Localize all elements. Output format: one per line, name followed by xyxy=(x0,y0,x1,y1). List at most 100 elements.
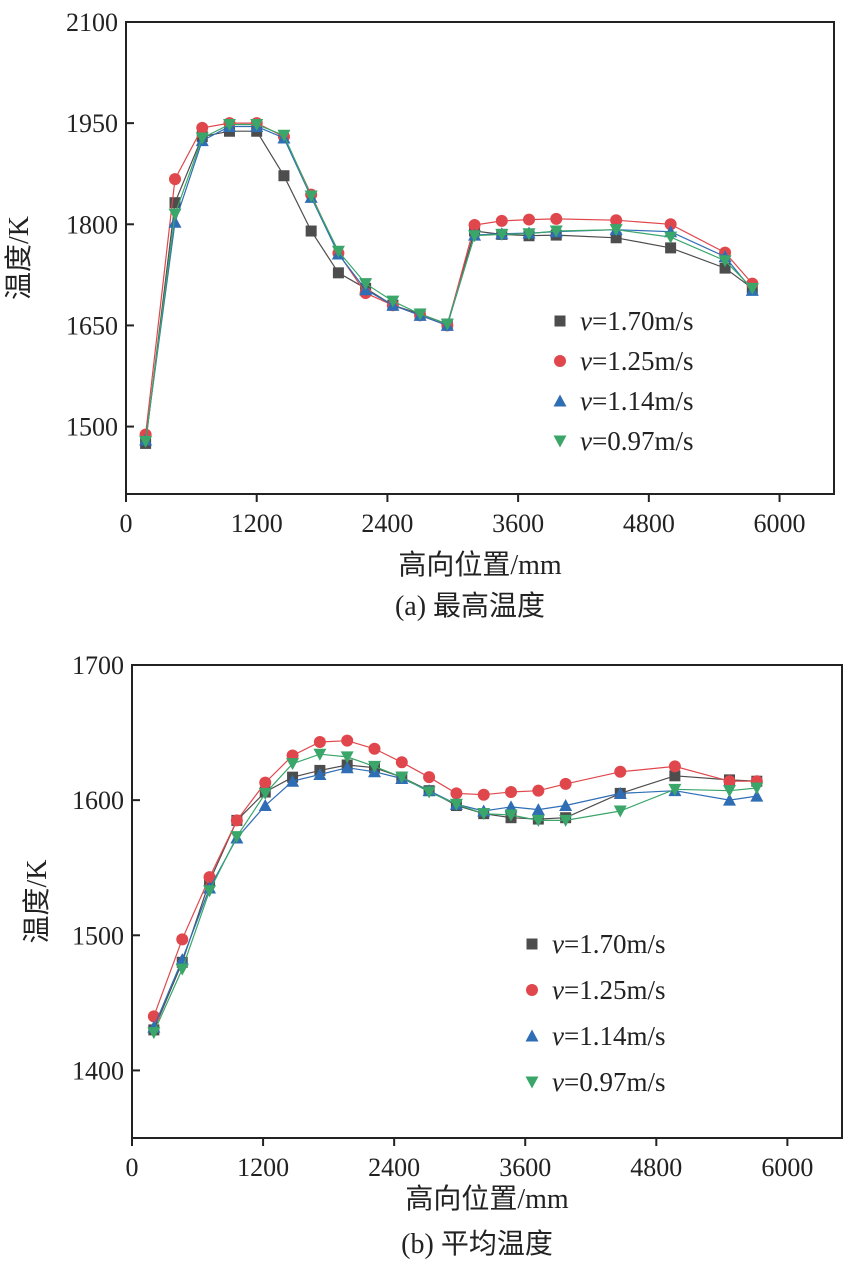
y-tick-label: 1700 xyxy=(72,651,124,680)
legend-marker xyxy=(554,315,566,327)
legend-label: v=0.97m/s xyxy=(580,426,693,456)
data-point xyxy=(203,885,217,898)
y-tick-label: 1650 xyxy=(66,311,118,340)
data-point xyxy=(668,760,681,773)
data-point xyxy=(313,736,326,749)
data-point xyxy=(139,435,153,448)
data-point xyxy=(331,245,345,258)
data-point xyxy=(168,215,182,228)
data-point xyxy=(368,742,381,755)
y-tick-label: 1400 xyxy=(72,1056,124,1085)
data-point xyxy=(477,788,490,801)
data-point xyxy=(386,295,400,308)
data-point xyxy=(395,771,409,784)
x-tick-label: 1200 xyxy=(231,509,283,538)
data-point xyxy=(477,808,491,821)
legend-label: v=1.14m/s xyxy=(552,1021,665,1051)
data-point xyxy=(609,224,623,237)
data-point xyxy=(313,767,327,780)
legend-entry: v=1.25m/s xyxy=(526,975,665,1005)
data-point xyxy=(504,809,518,822)
data-point xyxy=(304,190,318,203)
legend-label-italic: v xyxy=(580,346,592,376)
series-3 xyxy=(147,748,764,1040)
legend-marker xyxy=(554,355,566,367)
x-tick-label: 6000 xyxy=(754,509,806,538)
data-point xyxy=(168,208,182,221)
x-tick-label: 4800 xyxy=(623,509,675,538)
data-point xyxy=(668,783,682,796)
data-point xyxy=(532,784,545,797)
data-point xyxy=(550,212,563,225)
series-1 xyxy=(147,734,763,1023)
figure-caption: (b) 平均温度 xyxy=(401,1228,553,1260)
data-point xyxy=(559,799,573,812)
data-point xyxy=(340,751,354,764)
legend-label: v=1.70m/s xyxy=(552,929,665,959)
data-point xyxy=(750,789,764,802)
x-tick-label: 0 xyxy=(120,509,133,538)
data-point xyxy=(359,278,373,291)
y-tick-label: 1500 xyxy=(66,413,118,442)
data-point xyxy=(559,814,573,827)
x-tick-label: 0 xyxy=(126,1153,139,1182)
chart-panel-1: 0 1200 2400 3600 4800 6000 1400 1500 1600 1700 高向位… xyxy=(21,651,843,1260)
legend-label-italic: v xyxy=(580,306,592,336)
legend-entry: v=1.70m/s xyxy=(554,306,693,336)
data-point xyxy=(175,953,189,966)
x-tick-label: 3600 xyxy=(499,1153,551,1182)
data-point xyxy=(664,218,677,231)
figure-caption: (a) 最高温度 xyxy=(395,590,545,622)
data-point xyxy=(504,800,518,813)
y-tick-label: 1500 xyxy=(72,921,124,950)
legend-label-rest: =1.70m/s xyxy=(592,306,694,336)
data-point xyxy=(286,774,300,787)
data-point xyxy=(610,214,623,227)
data-point xyxy=(258,799,272,812)
data-point xyxy=(468,230,482,243)
legend-label-rest: =1.25m/s xyxy=(564,975,666,1005)
legend-label-rest: =1.70m/s xyxy=(564,929,666,959)
data-point xyxy=(422,786,436,799)
data-point xyxy=(440,318,454,331)
legend-marker xyxy=(525,1029,539,1042)
legend-label-rest: =0.97m/s xyxy=(592,426,694,456)
legend-label: v=1.70m/s xyxy=(580,306,693,336)
y-tick-label: 2100 xyxy=(66,8,118,37)
legend-label: v=1.25m/s xyxy=(580,346,693,376)
data-point xyxy=(750,782,764,795)
x-tick-label: 2400 xyxy=(361,509,413,538)
series-line xyxy=(153,753,757,1033)
legend-entry: v=1.70m/s xyxy=(526,929,665,959)
data-point xyxy=(277,129,291,142)
data-point xyxy=(745,282,759,295)
data-point xyxy=(723,775,736,788)
data-point xyxy=(505,786,518,799)
data-point xyxy=(258,787,272,800)
legend-marker xyxy=(526,984,538,996)
data-point xyxy=(613,805,627,818)
data-point xyxy=(340,761,354,774)
data-point xyxy=(719,262,731,274)
data-point xyxy=(195,132,209,145)
data-point xyxy=(450,787,463,800)
data-point xyxy=(203,871,216,884)
y-axis-label: 温度/K xyxy=(21,859,53,943)
chart-panel-0: 0 1200 2400 3600 4800 6000 1500 1650 1800 1950 210… xyxy=(3,8,835,622)
data-point xyxy=(147,1027,161,1040)
data-point xyxy=(367,760,381,773)
legend-label-italic: v xyxy=(552,1021,564,1051)
data-point xyxy=(523,213,536,226)
data-point xyxy=(313,748,327,761)
data-point xyxy=(230,831,244,844)
legend-marker xyxy=(526,938,538,950)
data-point xyxy=(176,933,189,946)
data-point xyxy=(305,225,317,237)
x-tick-label: 3600 xyxy=(492,509,544,538)
data-point xyxy=(169,197,181,209)
data-point xyxy=(718,255,732,268)
data-point xyxy=(664,231,678,244)
data-point xyxy=(196,121,209,134)
legend-label-rest: =1.14m/s xyxy=(592,386,694,416)
legend-label: v=1.25m/s xyxy=(552,975,665,1005)
